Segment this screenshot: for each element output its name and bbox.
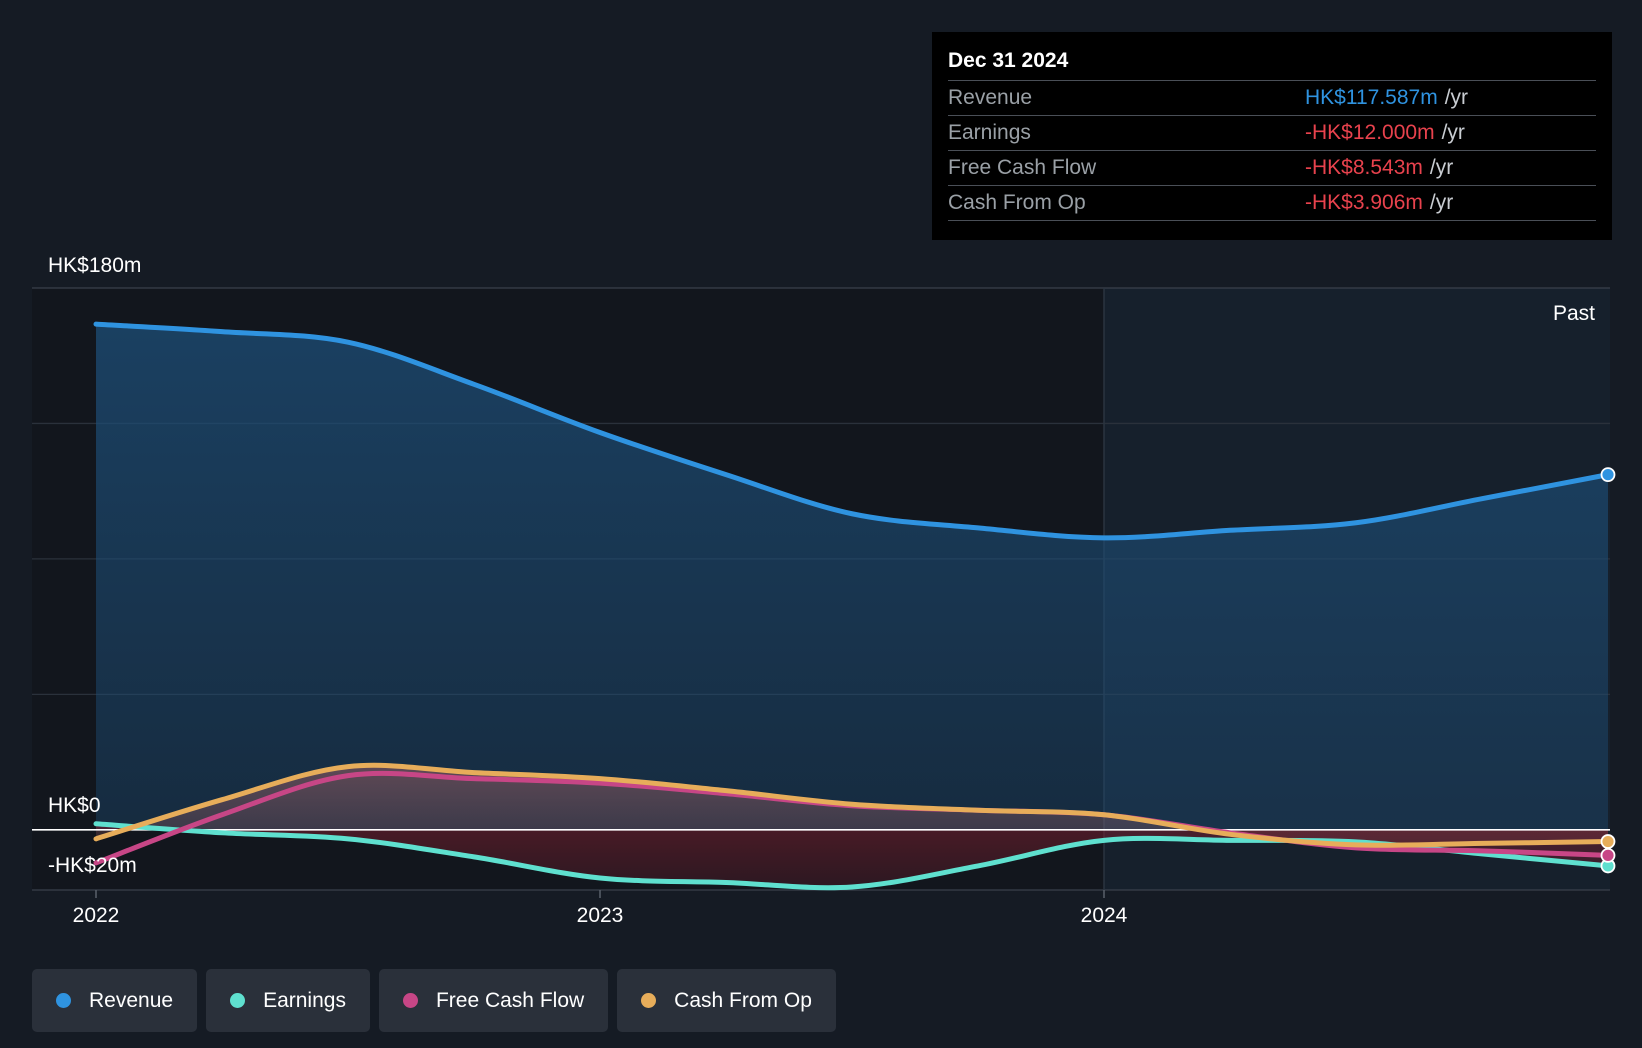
- tooltip-value: -HK$8.543m: [1305, 156, 1423, 179]
- legend: Revenue Earnings Free Cash Flow Cash Fro…: [32, 969, 836, 1032]
- x-tick-label: 2024: [1081, 904, 1128, 927]
- free-cash-flow-end-marker: [1600, 847, 1616, 863]
- legend-label: Cash From Op: [674, 988, 812, 1012]
- revenue-end-marker: [1600, 467, 1616, 483]
- cash-from-op-dot-icon: [641, 993, 657, 1008]
- y-label-bottom: -HK$20m: [48, 854, 137, 877]
- legend-item-free-cash-flow[interactable]: Free Cash Flow: [378, 969, 609, 1032]
- free-cash-flow-dot-icon: [402, 993, 418, 1008]
- tooltip-label: Revenue: [948, 86, 1033, 109]
- tooltip-row-cash-from-op: Cash From Op -HK$3.906m /yr: [948, 186, 1596, 221]
- earnings-dot-icon: [230, 993, 246, 1008]
- tooltip: Dec 31 2024 Revenue HK$117.587m /yr Earn…: [932, 32, 1612, 240]
- tooltip-value: -HK$3.906m: [1305, 191, 1423, 214]
- cash-from-op-line: [93, 762, 1611, 848]
- revenue-line: [93, 321, 1611, 541]
- legend-item-cash-from-op[interactable]: Cash From Op: [617, 969, 836, 1032]
- tooltip-unit: /yr: [1429, 156, 1454, 179]
- legend-label: Free Cash Flow: [435, 988, 585, 1012]
- tooltip-date: Dec 31 2024: [948, 46, 1596, 81]
- tooltip-unit: /yr: [1429, 191, 1454, 214]
- tooltip-label: Cash From Op: [948, 191, 1086, 214]
- past-label: Past: [1553, 302, 1595, 325]
- revenue-area: [96, 324, 1608, 830]
- tooltip-value: HK$117.587m: [1305, 86, 1438, 109]
- series-lines: [93, 321, 1611, 891]
- x-tick-label: 2023: [577, 904, 624, 927]
- y-label-zero: HK$0: [48, 794, 101, 817]
- x-axis-ticks: 2022 2023 2024: [73, 890, 1128, 927]
- legend-item-revenue[interactable]: Revenue: [32, 969, 198, 1032]
- series-end-markers: [1600, 467, 1616, 874]
- legend-label: Revenue: [89, 988, 174, 1012]
- tooltip-row-earnings: Earnings -HK$12.000m /yr: [948, 116, 1596, 151]
- earnings-line: [93, 821, 1611, 891]
- revenue-dot-icon: [56, 993, 71, 1008]
- legend-label: Earnings: [263, 988, 346, 1012]
- cash-from-op-end-marker: [1600, 834, 1616, 849]
- tooltip-unit: /yr: [1444, 86, 1469, 109]
- legend-item-earnings[interactable]: Earnings: [206, 969, 370, 1032]
- y-label-top: HK$180m: [48, 254, 141, 277]
- tooltip-label: Earnings: [948, 121, 1031, 144]
- x-tick-label: 2022: [73, 904, 120, 927]
- tooltip-unit: /yr: [1441, 121, 1465, 144]
- tooltip-row-free-cash-flow: Free Cash Flow -HK$8.543m /yr: [948, 151, 1596, 186]
- tooltip-value: -HK$12.000m: [1305, 121, 1435, 144]
- tooltip-label: Free Cash Flow: [948, 156, 1097, 179]
- tooltip-row-revenue: Revenue HK$117.587m /yr: [948, 81, 1596, 116]
